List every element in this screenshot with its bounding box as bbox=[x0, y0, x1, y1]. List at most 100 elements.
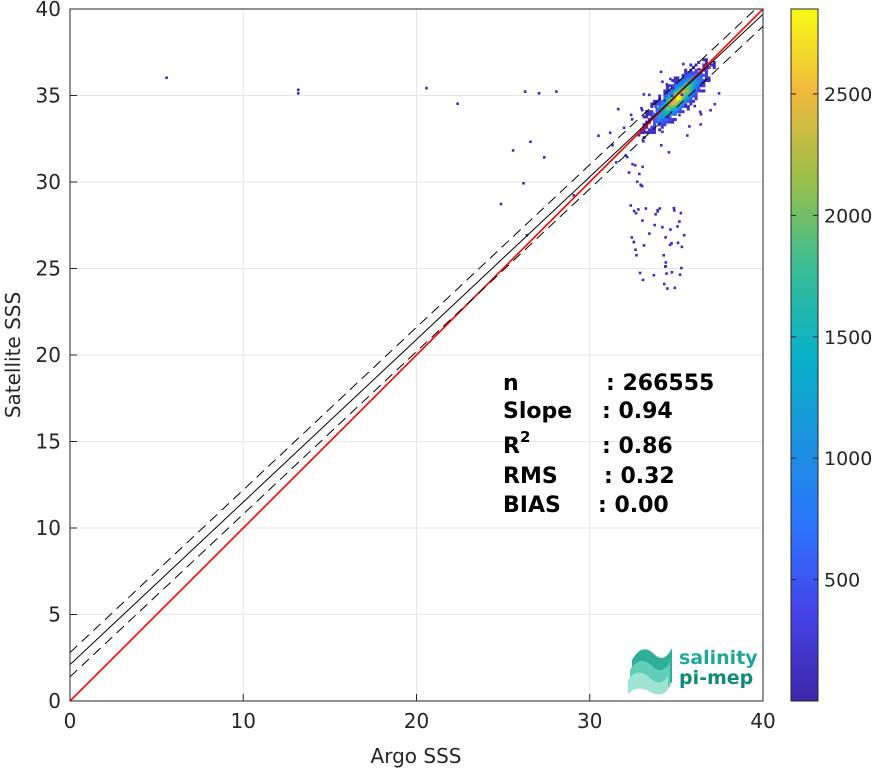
density-cell bbox=[678, 81, 682, 85]
density-cell bbox=[614, 161, 618, 164]
density-cell bbox=[704, 60, 708, 64]
density-cell bbox=[678, 79, 682, 83]
density-cell bbox=[699, 84, 703, 88]
density-cell bbox=[697, 60, 701, 64]
density-cell bbox=[676, 94, 680, 98]
density-cell bbox=[655, 117, 659, 121]
density-cell bbox=[678, 113, 681, 117]
stat-value: : 0.94 bbox=[602, 399, 673, 424]
density-cell bbox=[673, 107, 677, 111]
density-cell bbox=[665, 120, 669, 124]
density-cell bbox=[652, 125, 656, 129]
density-cell bbox=[645, 125, 649, 129]
density-cell bbox=[658, 102, 662, 106]
density-cell bbox=[670, 271, 674, 274]
density-cell bbox=[661, 130, 664, 134]
density-cell bbox=[676, 84, 680, 88]
density-cell bbox=[712, 60, 716, 64]
density-outlier bbox=[296, 88, 300, 92]
density-cell bbox=[702, 89, 706, 93]
y-tick-label: 40 bbox=[36, 0, 61, 21]
density-cell bbox=[676, 86, 680, 90]
density-cell bbox=[634, 248, 637, 252]
density-cell bbox=[633, 164, 637, 167]
density-cell bbox=[655, 120, 659, 124]
density-cell bbox=[644, 207, 648, 210]
x-tick-label: 40 bbox=[750, 709, 775, 733]
stat-label: n bbox=[503, 371, 519, 396]
density-cell bbox=[648, 232, 651, 235]
density-cell bbox=[660, 115, 664, 119]
density-cell bbox=[671, 107, 675, 111]
density-outlier bbox=[296, 92, 300, 95]
density-cell bbox=[678, 86, 682, 90]
density-cell bbox=[691, 92, 695, 96]
density-cell bbox=[665, 94, 669, 98]
density-cell bbox=[660, 105, 664, 109]
density-cell bbox=[665, 89, 669, 93]
colorbar bbox=[790, 8, 819, 702]
density-cell bbox=[673, 97, 677, 101]
statistics-box: n: 266555 Slope: 0.94 R 2: 0.86 RMS: 0.32 BIA… bbox=[503, 371, 714, 518]
density-cell bbox=[678, 84, 682, 88]
density-cell bbox=[694, 76, 698, 80]
density-cell bbox=[678, 273, 682, 277]
density-cell bbox=[691, 81, 695, 85]
density-cell bbox=[709, 108, 712, 112]
density-cell bbox=[671, 105, 675, 109]
density-cell bbox=[673, 86, 677, 90]
density-cell bbox=[707, 76, 711, 80]
density-outlier bbox=[555, 90, 558, 93]
density-cell bbox=[635, 180, 639, 184]
density-cell bbox=[632, 209, 636, 213]
density-cell bbox=[697, 67, 701, 71]
density-cell bbox=[673, 286, 677, 290]
density-cell bbox=[658, 115, 662, 119]
density-cell bbox=[689, 84, 693, 88]
density-cell bbox=[691, 86, 695, 90]
density-cell bbox=[658, 94, 662, 98]
density-cell bbox=[639, 183, 642, 187]
density-cell bbox=[684, 71, 688, 75]
density-cell bbox=[611, 143, 614, 147]
density-cell bbox=[663, 117, 667, 121]
stat-label-superscript: 2 bbox=[520, 428, 530, 446]
density-cell bbox=[635, 253, 638, 257]
density-cell bbox=[697, 89, 701, 93]
density-cell bbox=[668, 243, 672, 247]
density-cell bbox=[686, 89, 690, 93]
density-cell bbox=[681, 81, 685, 85]
density-cell bbox=[689, 89, 693, 93]
density-cell bbox=[680, 266, 683, 270]
density-cell bbox=[673, 84, 677, 88]
density-cell bbox=[660, 117, 664, 121]
density-cell bbox=[652, 120, 656, 124]
density-cell bbox=[665, 82, 669, 86]
density-cell bbox=[686, 105, 690, 109]
density-cell bbox=[673, 92, 677, 96]
density-cell bbox=[634, 211, 638, 215]
density-cell bbox=[652, 112, 656, 116]
stat-value: : 0.32 bbox=[604, 464, 675, 489]
y-tick-label: 10 bbox=[36, 516, 61, 540]
density-cell bbox=[656, 210, 659, 213]
density-cell bbox=[665, 112, 669, 116]
density-cell bbox=[702, 79, 706, 83]
density-cell bbox=[668, 97, 672, 101]
density-cell bbox=[671, 84, 675, 88]
density-cell bbox=[702, 84, 706, 88]
y-tick-label: 20 bbox=[36, 343, 61, 367]
density-cell bbox=[698, 110, 702, 114]
density-cell bbox=[642, 123, 646, 127]
density-cell bbox=[665, 107, 669, 111]
density-cell bbox=[655, 102, 659, 106]
density-cell bbox=[668, 105, 672, 109]
density-cell bbox=[652, 128, 656, 132]
density-cell bbox=[627, 171, 631, 174]
density-cell bbox=[660, 110, 664, 114]
density-cell bbox=[642, 115, 646, 119]
density-cell bbox=[671, 89, 675, 93]
density-cell bbox=[689, 81, 693, 85]
density-cell bbox=[668, 117, 672, 121]
